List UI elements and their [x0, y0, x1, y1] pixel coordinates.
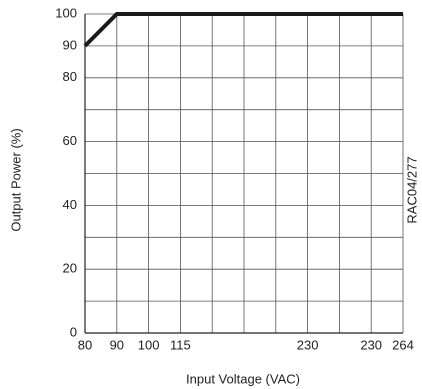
x-tick-label: 115 [170, 337, 191, 352]
annotation: RAC04/277 [404, 156, 419, 223]
y-tick-label: 60 [63, 133, 77, 148]
line [83, 12, 403, 48]
y-tick-label: 100 [55, 5, 77, 20]
x-axis-title: Input Voltage (VAC) [186, 371, 300, 386]
x-tick-label: 264 [392, 337, 414, 352]
x-tick-label: 230 [360, 337, 382, 352]
y-tick-label: 80 [63, 69, 77, 84]
y-tick-label: 90 [63, 37, 77, 52]
y-tick-label: 20 [63, 261, 77, 276]
y-axis-title: Output Power (%) [8, 128, 23, 231]
x-tick-label: 80 [78, 337, 92, 352]
y-tick-label: 40 [63, 197, 77, 212]
x-tick-label: 90 [110, 337, 124, 352]
x-tick-label: 230 [297, 337, 319, 352]
x-tick-label: 100 [138, 337, 160, 352]
y-tick-label: 0 [70, 324, 77, 339]
